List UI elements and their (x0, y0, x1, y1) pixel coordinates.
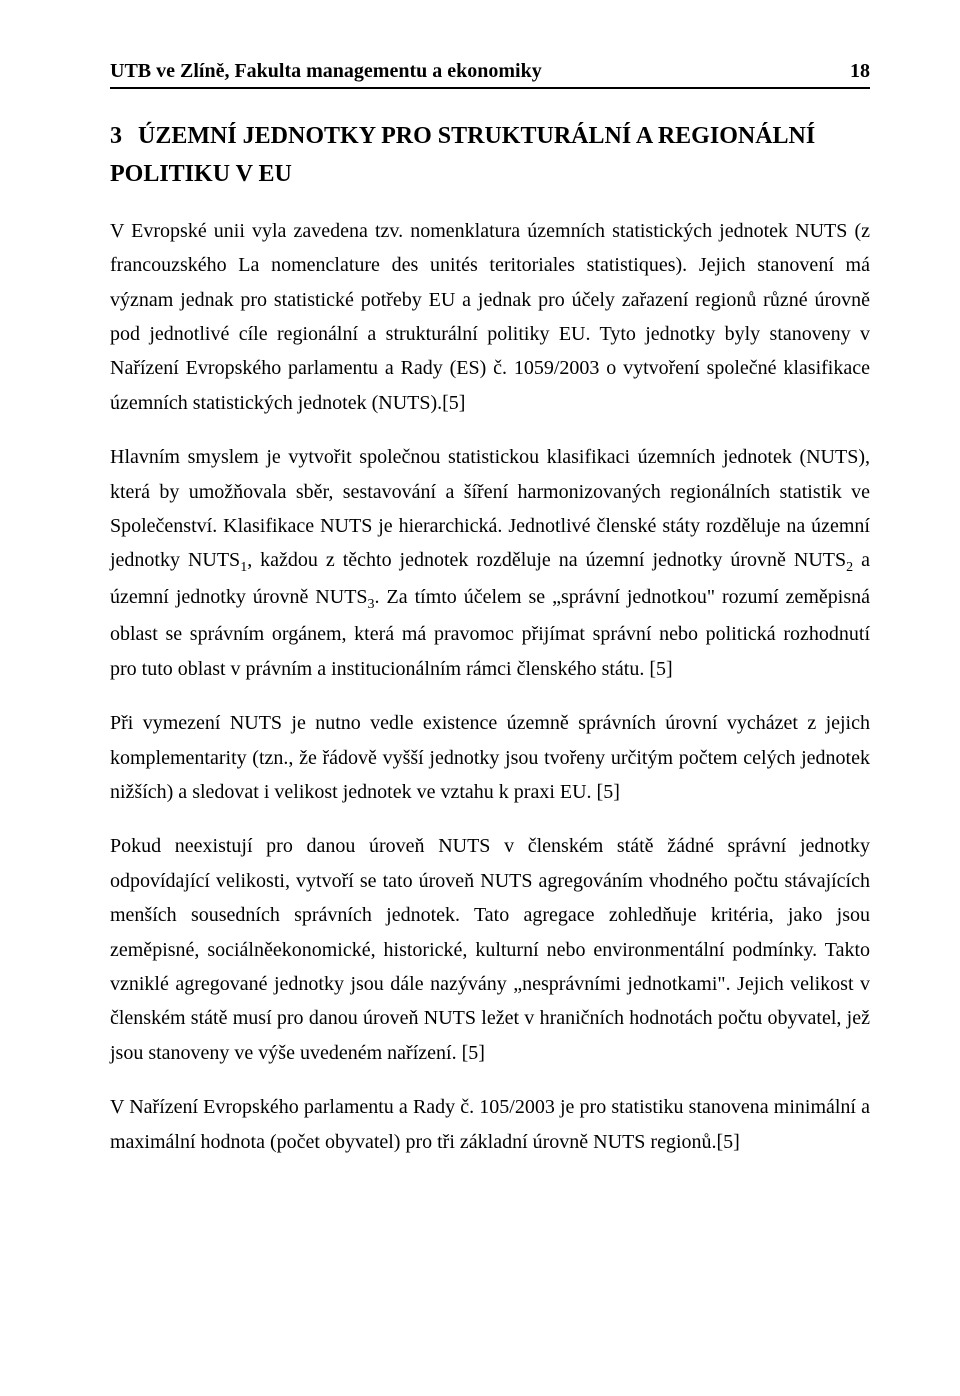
paragraph-1: V Evropské unii vyla zavedena tzv. nomen… (110, 214, 870, 420)
paragraph-4: Pokud neexistují pro danou úroveň NUTS v… (110, 829, 870, 1070)
p2-part-b: , každou z těchto jednotek rozděluje na … (247, 549, 846, 571)
page-header: UTB ve Zlíně, Fakulta managementu a ekon… (110, 60, 870, 89)
paragraph-2: Hlavním smyslem je vytvořit společnou st… (110, 440, 870, 686)
page-number: 18 (850, 60, 870, 83)
section-number: 3 (110, 117, 122, 155)
paragraph-3: Při vymezení NUTS je nutno vedle existen… (110, 706, 870, 809)
paragraph-5: V Nařízení Evropského parlamentu a Rady … (110, 1090, 870, 1159)
header-institution: UTB ve Zlíně, Fakulta managementu a ekon… (110, 60, 542, 83)
section-title: ÚZEMNÍ JEDNOTKY PRO STRUKTURÁLNÍ A REGIO… (110, 123, 815, 187)
section-heading: 3ÚZEMNÍ JEDNOTKY PRO STRUKTURÁLNÍ A REGI… (110, 117, 870, 194)
p2-subscript-3: 3 (368, 597, 375, 612)
